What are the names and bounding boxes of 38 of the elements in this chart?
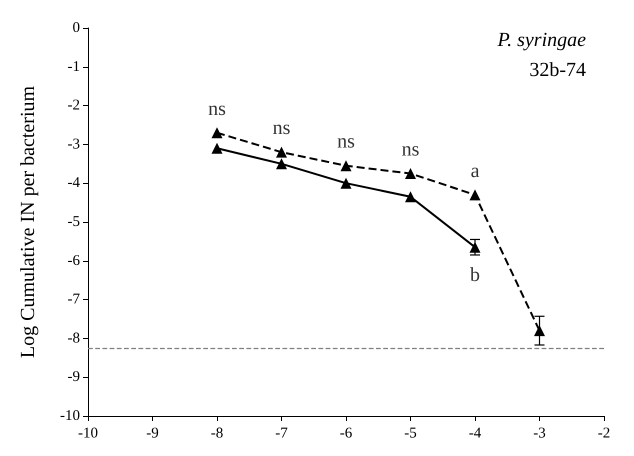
annotation: b <box>470 264 480 286</box>
y-tick-label: -7 <box>68 292 80 308</box>
x-tick-label: -7 <box>275 426 288 442</box>
point <box>340 160 352 172</box>
y-tick-label: -1 <box>68 58 80 75</box>
y-tick-label: -3 <box>68 136 80 152</box>
point <box>212 127 222 138</box>
y-axis-title: Log Cumulative IN per bacterium <box>17 85 39 358</box>
point <box>470 189 480 200</box>
annotation: P. syringae <box>496 29 586 51</box>
annotation: ns <box>208 98 226 120</box>
x-tick-label: -10 <box>78 426 98 442</box>
y-tick-label: 0 <box>72 20 80 36</box>
x-tick-label: -8 <box>210 426 224 442</box>
x-tick-label: -5 <box>404 426 417 442</box>
x-tick-label: -3 <box>533 426 546 442</box>
point <box>405 191 416 202</box>
x-tick-label: -9 <box>146 426 159 442</box>
y-tick-label: -2 <box>68 98 80 114</box>
point <box>405 168 416 179</box>
y-tick-label: -5 <box>68 214 80 230</box>
x-tick-label: -2 <box>598 426 610 442</box>
x-tick-label: -6 <box>340 426 353 442</box>
annotation: 32b-74 <box>529 59 586 81</box>
annotation: ns <box>402 138 420 160</box>
point <box>212 142 222 154</box>
y-tick-label: -6 <box>68 252 80 269</box>
y-tick-label: -9 <box>68 369 80 386</box>
x-tick-label: -4 <box>468 426 482 442</box>
point <box>276 146 287 158</box>
y-tick-label: -10 <box>60 408 80 424</box>
point <box>340 178 352 189</box>
annotation: ns <box>272 117 291 140</box>
annotation: a <box>470 160 480 182</box>
y-tick-label: -8 <box>68 330 80 346</box>
annotation: ns <box>337 130 356 153</box>
point <box>276 158 287 170</box>
y-tick-label: -4 <box>68 175 80 192</box>
